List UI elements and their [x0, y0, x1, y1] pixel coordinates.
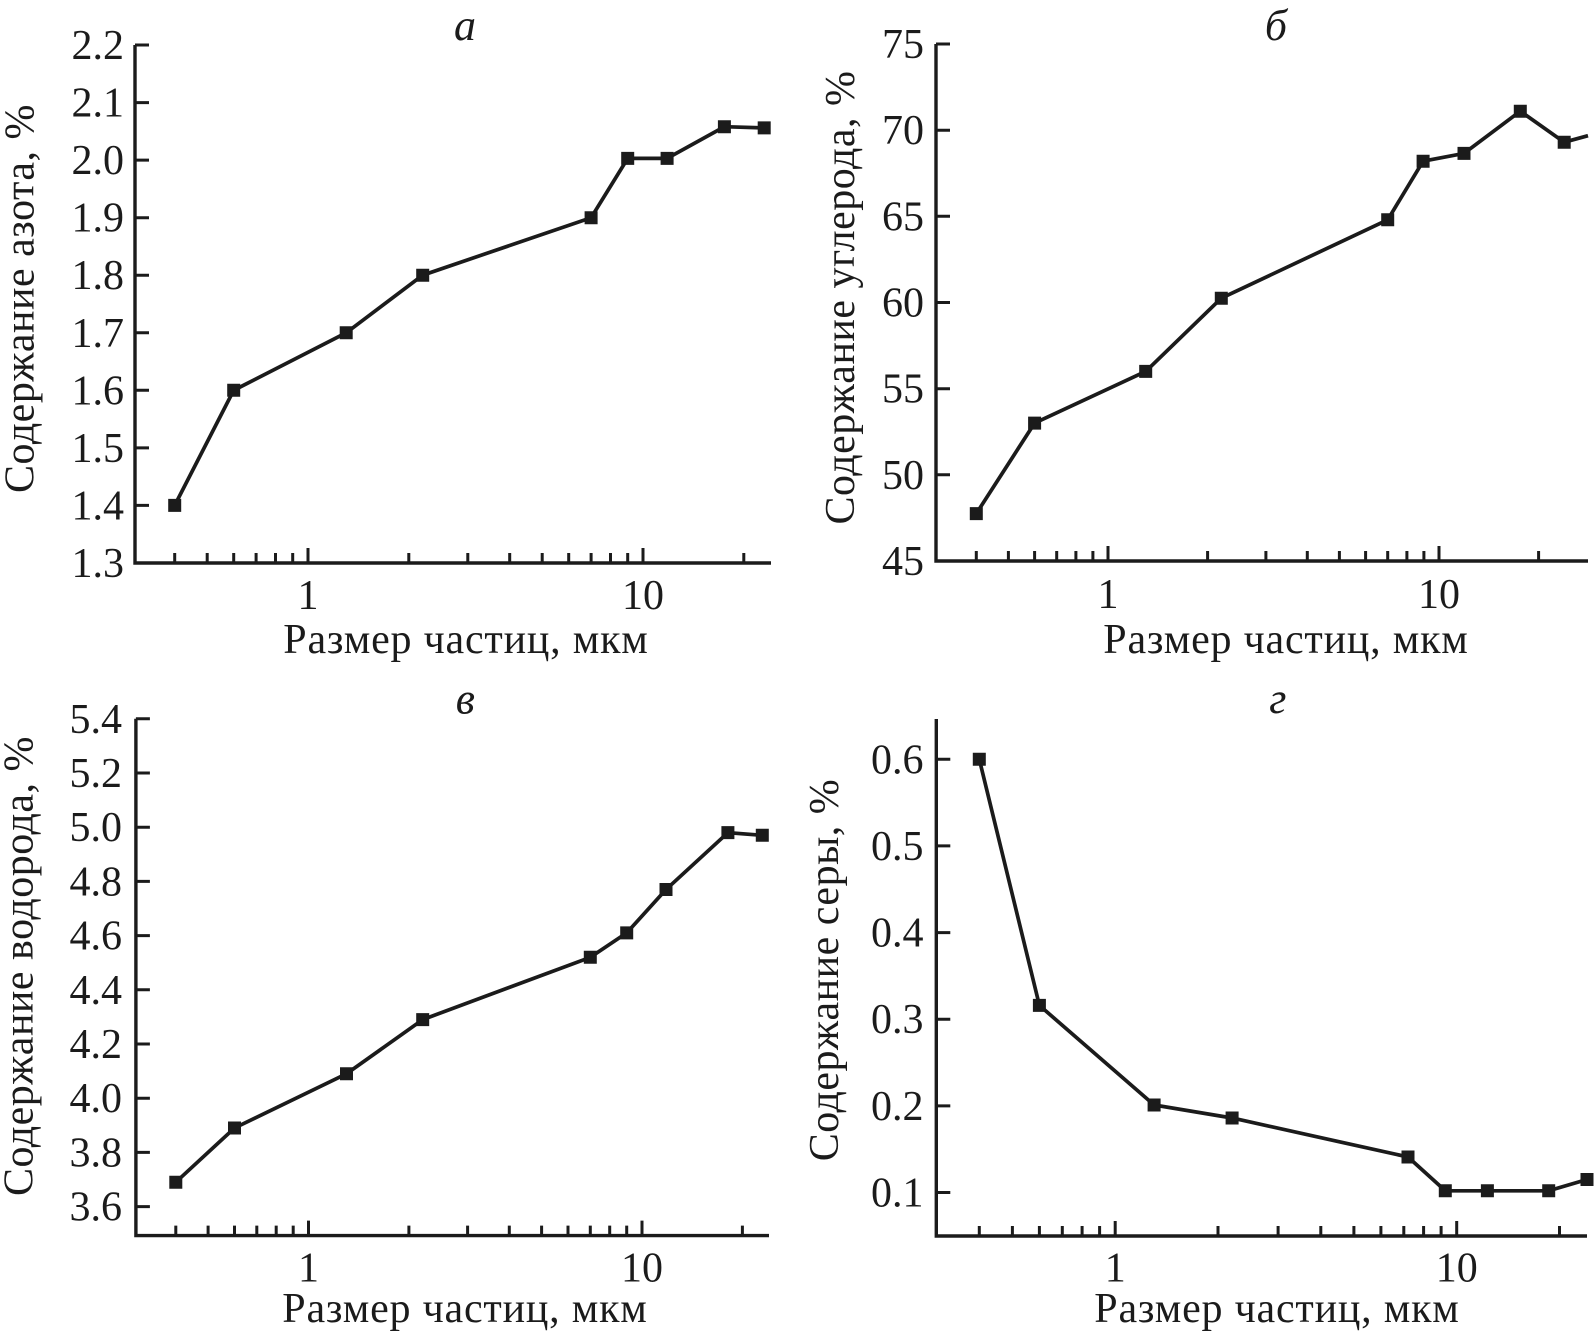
svg-text:1: 1 — [298, 573, 319, 619]
svg-text:1.9: 1.9 — [72, 196, 125, 242]
svg-text:4.0: 4.0 — [70, 1076, 123, 1122]
svg-text:10: 10 — [1418, 572, 1460, 618]
svg-text:Содержание серы, %: Содержание серы, % — [802, 779, 848, 1162]
svg-text:б: б — [1265, 1, 1289, 50]
svg-text:10: 10 — [1436, 1246, 1478, 1292]
svg-text:3.8: 3.8 — [70, 1130, 123, 1176]
svg-text:4.2: 4.2 — [70, 1022, 123, 1068]
svg-text:Размер частиц, мкм: Размер частиц, мкм — [1094, 1286, 1459, 1332]
svg-text:Размер частиц, мкм: Размер частиц, мкм — [282, 1286, 647, 1332]
svg-text:5.2: 5.2 — [70, 751, 123, 797]
svg-text:Содержание азота, %: Содержание азота, % — [0, 104, 43, 493]
svg-text:г: г — [1269, 674, 1286, 723]
svg-text:60: 60 — [882, 281, 924, 327]
svg-text:4.4: 4.4 — [70, 968, 123, 1014]
svg-text:0.1: 0.1 — [871, 1171, 924, 1217]
svg-text:1: 1 — [1105, 1246, 1126, 1292]
svg-text:10: 10 — [621, 1246, 663, 1292]
svg-text:1.4: 1.4 — [72, 483, 125, 529]
svg-text:70: 70 — [882, 108, 924, 154]
svg-text:1: 1 — [1098, 572, 1119, 618]
svg-text:1.6: 1.6 — [72, 368, 125, 414]
svg-text:50: 50 — [882, 453, 924, 499]
svg-text:0.4: 0.4 — [871, 911, 924, 957]
svg-text:Содержание водорода, %: Содержание водорода, % — [0, 736, 43, 1196]
svg-text:4.6: 4.6 — [70, 914, 123, 960]
svg-text:1.5: 1.5 — [72, 426, 125, 472]
svg-text:1: 1 — [298, 1246, 319, 1292]
svg-text:Размер частиц, мкм: Размер частиц, мкм — [1103, 617, 1468, 663]
svg-text:10: 10 — [622, 573, 664, 619]
svg-text:в: в — [456, 675, 475, 724]
svg-text:2.0: 2.0 — [72, 138, 125, 184]
svg-text:5.4: 5.4 — [70, 697, 123, 743]
svg-text:1.7: 1.7 — [72, 311, 125, 357]
svg-text:Содержание углерода, %: Содержание углерода, % — [818, 70, 864, 524]
svg-text:0.3: 0.3 — [871, 997, 924, 1043]
svg-text:3.6: 3.6 — [70, 1185, 123, 1231]
svg-text:0.5: 0.5 — [871, 824, 924, 870]
svg-text:75: 75 — [882, 22, 924, 68]
svg-text:5.0: 5.0 — [70, 805, 123, 851]
svg-text:2.1: 2.1 — [72, 81, 125, 127]
svg-text:55: 55 — [882, 367, 924, 413]
svg-text:1.3: 1.3 — [72, 541, 125, 587]
svg-text:0.6: 0.6 — [871, 737, 924, 783]
svg-text:2.2: 2.2 — [72, 23, 125, 69]
svg-text:а: а — [454, 1, 476, 50]
svg-text:1.8: 1.8 — [72, 253, 125, 299]
svg-text:65: 65 — [882, 194, 924, 240]
svg-text:4.8: 4.8 — [70, 859, 123, 905]
svg-text:Размер частиц, мкм: Размер частиц, мкм — [283, 617, 648, 663]
svg-text:45: 45 — [882, 539, 924, 585]
svg-text:0.2: 0.2 — [871, 1084, 924, 1130]
